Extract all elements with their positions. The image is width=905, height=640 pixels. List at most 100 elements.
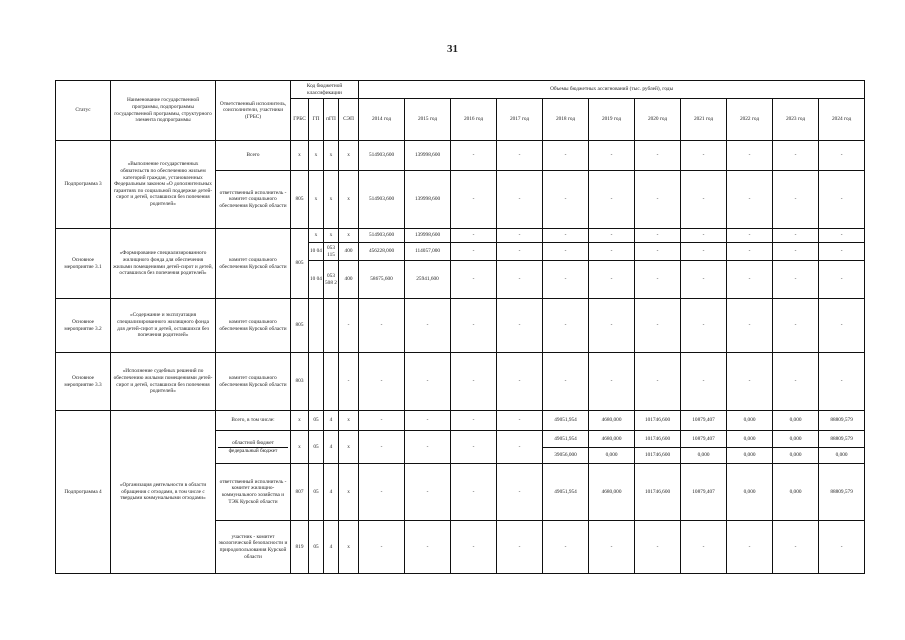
value-cell: 0,000 — [726, 410, 774, 431]
gp-cell: x — [308, 228, 324, 243]
sep-cell: x — [337, 463, 360, 521]
value-cell: - — [450, 170, 498, 229]
value-cell: 25941,600 — [404, 260, 452, 299]
responsible-cell: областной бюджет федеральный бюджет — [215, 430, 291, 464]
value-cell: - — [450, 430, 498, 464]
value-cell: - — [496, 410, 544, 431]
grbs-cell: 803 — [290, 352, 309, 411]
value-cell: - — [404, 463, 452, 521]
grbs-cell: 805 — [290, 298, 309, 353]
value-cell: - — [588, 140, 636, 171]
value-cell: - — [634, 298, 682, 353]
pgp-cell — [323, 298, 339, 353]
value-cell: - — [358, 298, 406, 353]
sep-cell: x — [337, 140, 360, 171]
responsible-cell: ответственный исполнитель - комитет соци… — [215, 170, 291, 229]
value-cell: - — [588, 352, 636, 411]
value-cell: 514903,600 — [358, 140, 406, 171]
value-cell: - — [450, 140, 498, 171]
value-cell: - — [496, 430, 544, 464]
gp-cell: x — [308, 170, 324, 229]
sep-cell: - — [337, 298, 360, 353]
value-cell: - — [542, 170, 590, 229]
value-cell: 58675,600 — [358, 260, 406, 299]
value-cell: 139998,600 — [404, 170, 452, 229]
gp-cell: 05 — [308, 463, 324, 521]
year-header-cell: 2024 год — [818, 98, 866, 141]
responsible-cell: комитет социального обеспечения Курской … — [215, 352, 291, 411]
table-row: Основное мероприятие 3.1 «Формирование с… — [55, 228, 866, 299]
table-row: областной бюджет федеральный бюджет x 05… — [56, 430, 866, 464]
value-cell: - — [496, 463, 544, 521]
value-cell: - — [542, 140, 590, 171]
sep-cell: x — [337, 170, 360, 229]
pgp-cell: 4 — [323, 520, 339, 574]
value-cell: - — [680, 140, 728, 171]
value-cell: - — [450, 352, 498, 411]
sep-cell: 400 — [337, 260, 360, 299]
value-cell: 0,000 — [772, 430, 820, 448]
value-cell: - — [404, 352, 452, 411]
sep-cell: x — [337, 430, 360, 464]
value-cell: - — [818, 140, 866, 171]
pgp-cell: 4 — [323, 430, 339, 464]
value-cell: - — [772, 520, 820, 574]
table-row: ответственный исполнитель - комитет соци… — [56, 170, 866, 229]
header-volumes: Объемы бюджетных ассигнований (тыс. рубл… — [358, 80, 866, 99]
value-cell: - — [496, 140, 544, 171]
value-cell: - — [450, 520, 498, 574]
value-cell: 4680,000 — [588, 410, 636, 431]
value-cell: - — [818, 228, 866, 243]
responsible-cell: комитет социального обеспечения Курской … — [215, 228, 291, 299]
value-cell: - — [358, 352, 406, 411]
year-header-cell: 2016 год — [450, 98, 498, 141]
value-cell: - — [680, 520, 728, 574]
value-cell: - — [542, 260, 590, 299]
header-responsible: Ответственный исполнитель, соисполнители… — [215, 80, 291, 141]
value-cell: - — [772, 228, 820, 243]
value-cell: 0,000 — [680, 447, 728, 464]
header-row-sub: ГРБС ГП пГП СЭП 2014 год 2015 год 2016 год… — [56, 98, 866, 141]
gp-cell: 05 — [308, 520, 324, 574]
value-cell: - — [496, 228, 544, 243]
value-cell: - — [358, 430, 406, 464]
header-pgp: пГП — [323, 98, 339, 141]
value-cell: - — [588, 260, 636, 299]
page-number: 31 — [447, 43, 458, 55]
value-cell: 0,000 — [726, 447, 774, 464]
value-cell: 10879,407 — [680, 430, 728, 448]
pgp-cell: 053 508 2 — [323, 260, 339, 299]
value-cell: - — [680, 242, 728, 261]
grbs-cell: 805 — [290, 228, 309, 299]
year-header-cell: 2022 год — [726, 98, 774, 141]
responsible-cell: Всего — [215, 140, 291, 171]
pgp-cell: 4 — [323, 410, 339, 431]
name-cell: «Формирование специализированного жилищн… — [110, 228, 216, 299]
value-cell: - — [634, 242, 682, 261]
value-cell: - — [404, 430, 452, 464]
value-cell: - — [726, 298, 774, 353]
value-cell: 49051,954 — [542, 410, 590, 431]
value-cell: 4680,000 — [588, 430, 636, 448]
value-cell: - — [542, 520, 590, 574]
value-cell: 0,000 — [772, 447, 820, 464]
value-cell: - — [680, 228, 728, 243]
year-header-cell: 2023 год — [772, 98, 820, 141]
value-cell: - — [634, 140, 682, 171]
value-cell: - — [358, 520, 406, 574]
table-row: Основное мероприятие 3.2 «Содержание и э… — [55, 298, 866, 353]
value-cell: 0,000 — [772, 410, 820, 431]
year-header-cell: 2020 год — [634, 98, 682, 141]
value-cell: 101746,600 — [634, 410, 682, 431]
responsible-cell: участник - комитет экологической безопас… — [215, 520, 291, 574]
value-cell: - — [358, 410, 406, 431]
header-sep: СЭП — [337, 98, 360, 141]
sep-cell: x — [337, 410, 360, 431]
value-cell: - — [772, 352, 820, 411]
sep-cell: 400 — [337, 242, 360, 261]
value-cell: - — [450, 298, 498, 353]
value-cell: - — [772, 298, 820, 353]
value-cell: - — [818, 298, 866, 353]
value-cell: - — [496, 170, 544, 229]
grbs-cell: 807 — [290, 463, 309, 521]
